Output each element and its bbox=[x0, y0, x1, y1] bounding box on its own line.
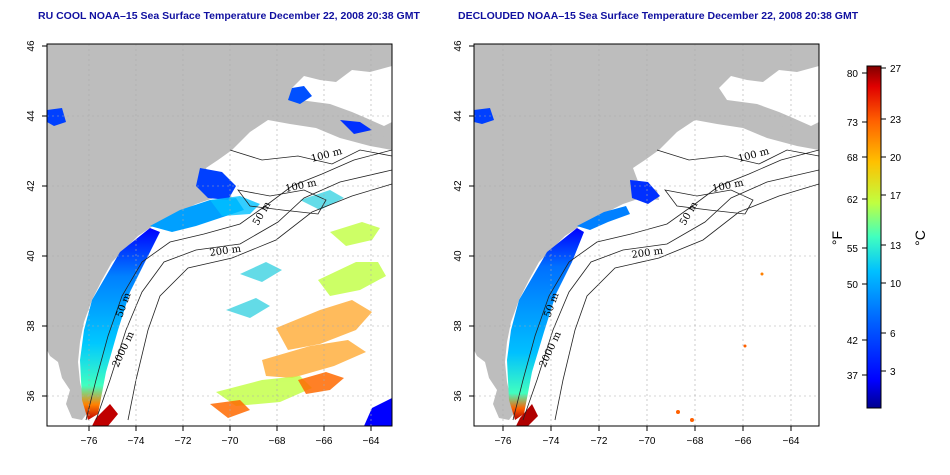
x-axis: −76 −74 −72 −70 −68 −66 −64 bbox=[495, 426, 800, 447]
y-tick-label: 38 bbox=[453, 320, 464, 332]
x-tick-label: −64 bbox=[783, 436, 800, 447]
fahrenheit-unit-label: °F bbox=[829, 231, 845, 245]
x-axis: −76 −74 −72 −70 −68 −66 −64 bbox=[81, 426, 380, 447]
celsius-tick: 6 bbox=[890, 329, 896, 340]
celsius-tick: 17 bbox=[890, 191, 902, 202]
fahrenheit-tick: 50 bbox=[847, 280, 859, 291]
y-tick-label: 42 bbox=[26, 180, 37, 192]
island bbox=[779, 126, 817, 144]
land-mass bbox=[474, 44, 819, 420]
right-map-title: DECLOUDED NOAA–15 Sea Surface Temperatur… bbox=[458, 10, 859, 22]
left-sst-map: 100 m 100 m 50 m 200 m 50 m 2000 m −76 −… bbox=[26, 40, 393, 447]
celsius-unit-label: °C bbox=[912, 230, 928, 246]
grid-lines bbox=[474, 44, 819, 426]
y-axis: 46 44 42 40 38 36 bbox=[453, 40, 474, 402]
celsius-tick: 27 bbox=[890, 64, 902, 75]
contour-label-100m: 100 m bbox=[284, 177, 318, 194]
depth-contours bbox=[512, 149, 819, 421]
y-axis: 46 44 42 40 38 36 bbox=[26, 40, 47, 402]
x-tick-label: −74 bbox=[128, 436, 145, 447]
celsius-tick: 13 bbox=[890, 241, 902, 252]
y-tick-label: 46 bbox=[453, 40, 464, 52]
fahrenheit-tick: 42 bbox=[847, 336, 859, 347]
celsius-tick: 10 bbox=[890, 279, 902, 290]
x-tick-label: −76 bbox=[81, 436, 98, 447]
y-tick-label: 44 bbox=[453, 110, 464, 122]
sst-coverage bbox=[47, 86, 392, 426]
map-frame bbox=[46, 43, 393, 427]
contour-label-200m: 200 m bbox=[631, 246, 664, 261]
land-mass bbox=[47, 44, 392, 420]
fahrenheit-tick: 62 bbox=[847, 195, 859, 206]
contour-label-200m: 200 m bbox=[209, 244, 242, 259]
x-tick-label: −68 bbox=[269, 436, 286, 447]
y-tick-label: 42 bbox=[453, 180, 464, 192]
fahrenheit-tick: 55 bbox=[847, 244, 859, 255]
x-tick-label: −76 bbox=[495, 436, 512, 447]
y-tick-label: 36 bbox=[453, 390, 464, 402]
temperature-colorbar: 80 73 68 62 55 50 42 37 27 23 20 17 13 1… bbox=[829, 64, 928, 409]
contour-label-100m: 100 m bbox=[737, 146, 771, 165]
depth-contours bbox=[85, 149, 392, 421]
x-tick-label: −72 bbox=[175, 436, 192, 447]
celsius-tick: 3 bbox=[890, 367, 896, 378]
x-tick-label: −74 bbox=[543, 436, 560, 447]
contour-label-100m: 100 m bbox=[711, 177, 745, 194]
celsius-tick: 20 bbox=[890, 153, 902, 164]
left-map-title: RU COOL NOAA–15 Sea Surface Temperature … bbox=[38, 10, 420, 22]
colorbar-gradient bbox=[866, 65, 882, 409]
x-tick-label: −70 bbox=[639, 436, 656, 447]
x-tick-label: −72 bbox=[591, 436, 608, 447]
grid-lines bbox=[47, 44, 392, 426]
x-tick-label: −68 bbox=[687, 436, 704, 447]
fahrenheit-tick: 68 bbox=[847, 153, 859, 164]
x-tick-label: −64 bbox=[363, 436, 380, 447]
y-tick-label: 40 bbox=[26, 250, 37, 262]
right-sst-map: 100 m 100 m 50 m 200 m 50 m 2000 m −76 −… bbox=[453, 40, 820, 447]
fahrenheit-tick: 73 bbox=[847, 118, 859, 129]
x-tick-label: −66 bbox=[316, 436, 333, 447]
contour-label-100m: 100 m bbox=[310, 146, 344, 165]
fahrenheit-tick: 80 bbox=[847, 69, 859, 80]
y-tick-label: 46 bbox=[26, 40, 37, 52]
y-tick-label: 36 bbox=[26, 390, 37, 402]
fahrenheit-tick: 37 bbox=[847, 371, 859, 382]
x-tick-label: −70 bbox=[222, 436, 239, 447]
x-tick-label: −66 bbox=[735, 436, 752, 447]
y-tick-label: 38 bbox=[26, 320, 37, 332]
celsius-tick: 23 bbox=[890, 115, 902, 126]
y-tick-label: 44 bbox=[26, 110, 37, 122]
y-tick-label: 40 bbox=[453, 250, 464, 262]
